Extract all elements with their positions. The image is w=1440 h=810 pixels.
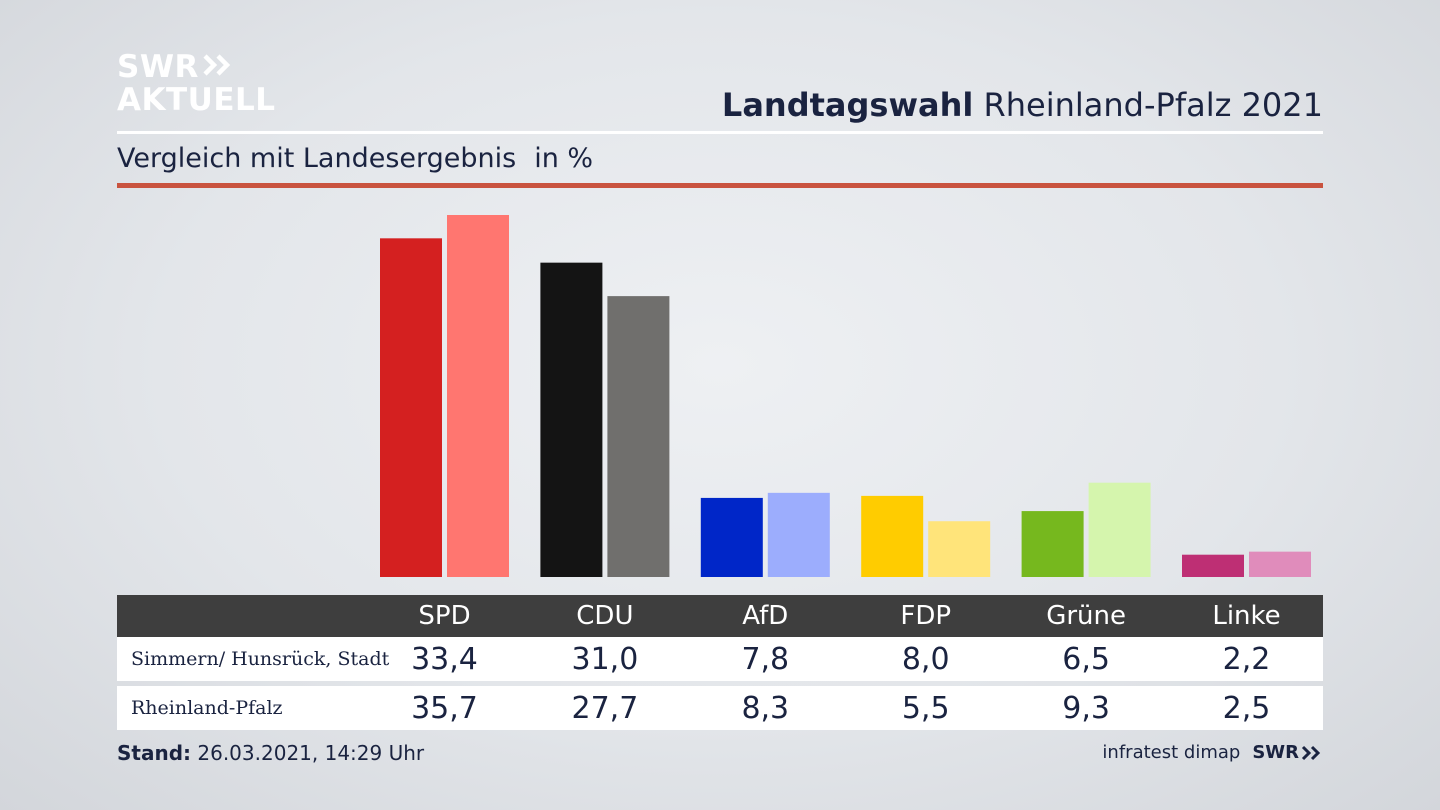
column-header: CDU xyxy=(576,601,634,631)
logo-chevron-icon xyxy=(203,52,233,83)
bar-linke-series-1 xyxy=(1182,554,1244,577)
bar-cdu-series-2 xyxy=(607,296,670,577)
row-label: Rheinland-Pfalz xyxy=(131,697,283,719)
table-cell: 8,3 xyxy=(741,690,790,726)
bar-grüne-series-2 xyxy=(1088,482,1151,577)
table-cell: 7,8 xyxy=(741,641,790,677)
accent-divider xyxy=(117,183,1323,188)
subtitle-text: Vergleich mit Landesergebnis xyxy=(117,143,517,174)
page-title: Landtagswahl Rheinland-Pfalz 2021 xyxy=(722,86,1323,124)
bar-spd-series-2 xyxy=(447,215,509,577)
table-cell: 9,3 xyxy=(1062,690,1110,726)
bar-grüne-series-1 xyxy=(1021,511,1084,577)
title-rest: Rheinland-Pfalz 2021 xyxy=(983,86,1323,124)
chevron-icon xyxy=(1301,745,1321,760)
source-credit: infratest dimap SWR xyxy=(1102,742,1323,763)
table-cell: 5,5 xyxy=(901,690,950,726)
column-header: AfD xyxy=(742,601,789,631)
row-label: Simmern/ Hunsrück, Stadt xyxy=(131,648,390,670)
table-row: Rheinland-Pfalz 35,7 27,7 8,3 5,5 9,3 2,5 xyxy=(117,686,1323,730)
bar-chart xyxy=(380,215,1311,577)
chart-subtitle: Vergleich mit Landesergebnis in % xyxy=(117,143,593,174)
title-bold: Landtagswahl xyxy=(721,86,974,124)
bar-cdu-series-1 xyxy=(540,262,603,577)
logo-aktuell-text: AKTUELL xyxy=(117,82,276,118)
column-header: Linke xyxy=(1212,601,1281,631)
stand-label: Stand: xyxy=(117,741,192,765)
bar-spd-series-1 xyxy=(380,238,442,577)
table-cell: 31,0 xyxy=(571,641,639,677)
bar-afd-series-1 xyxy=(700,497,763,577)
logo-swr-text: SWR xyxy=(117,49,199,85)
table-cell: 8,0 xyxy=(901,641,950,677)
source-brand: SWR xyxy=(1252,742,1299,763)
table-cell: 35,7 xyxy=(411,690,478,726)
subtitle-unit: in % xyxy=(534,143,594,174)
table-cell: 2,5 xyxy=(1222,690,1271,726)
title-divider xyxy=(117,131,1323,134)
timestamp: Stand: 26.03.2021, 14:29 Uhr xyxy=(117,741,424,765)
table-cell: 2,2 xyxy=(1222,641,1271,677)
column-header: Grüne xyxy=(1046,601,1126,631)
table-cell: 6,5 xyxy=(1062,641,1110,677)
column-header: SPD xyxy=(418,601,471,631)
bar-fdp-series-1 xyxy=(861,495,924,577)
bar-fdp-series-2 xyxy=(928,521,991,577)
bar-afd-series-2 xyxy=(767,492,830,577)
table-row: Simmern/ Hunsrück, Stadt 33,4 31,0 7,8 8,0 6… xyxy=(117,637,1323,681)
table-cell: 27,7 xyxy=(571,690,639,726)
bar-linke-series-2 xyxy=(1249,551,1311,577)
stand-value: 26.03.2021, 14:29 Uhr xyxy=(197,741,425,765)
table-header: SPD CDU AfD FDP Grüne Linke xyxy=(117,595,1323,637)
swr-aktuell-logo: SWR AKTUELL xyxy=(117,52,276,116)
results-table: SPD CDU AfD FDP Grüne Linke Simmern/ Hunsrück… xyxy=(117,595,1323,730)
column-header: FDP xyxy=(900,601,952,631)
table-cell: 33,4 xyxy=(411,641,478,677)
source-text: infratest dimap xyxy=(1102,742,1241,763)
